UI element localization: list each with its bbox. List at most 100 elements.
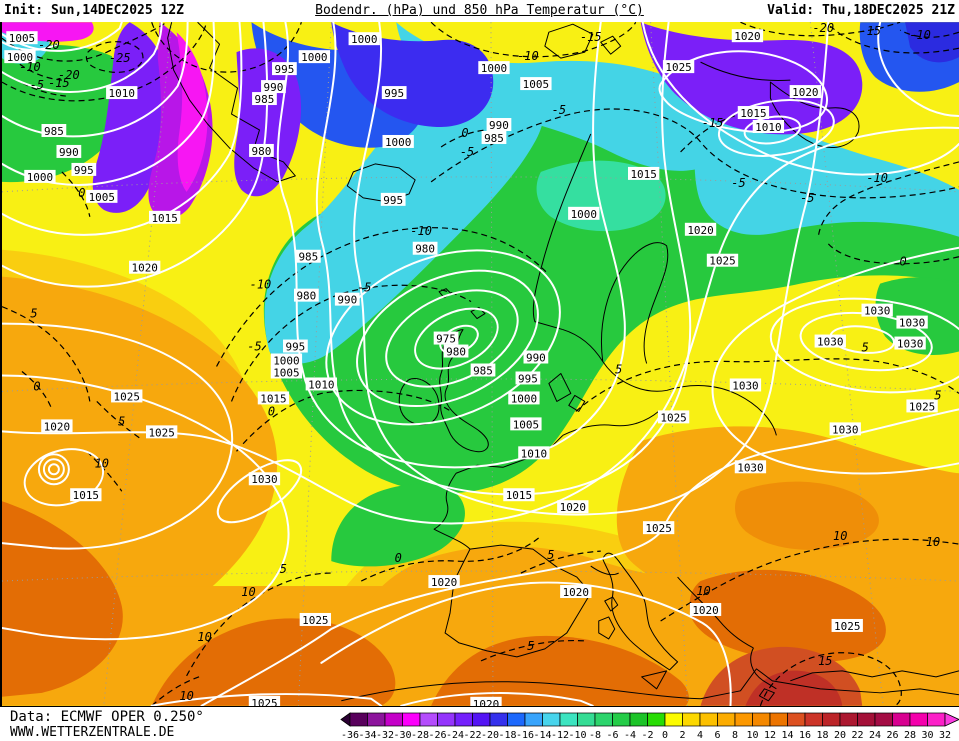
pressure-label: 1020 [44, 420, 70, 433]
colorbar-segment [385, 713, 403, 726]
colorbar-segment [613, 713, 631, 726]
temp-contour-label: -10 [866, 171, 888, 185]
pressure-label: 1030 [897, 338, 923, 351]
colorbar-segment [648, 713, 666, 726]
temp-contour-label: -15 [702, 116, 724, 130]
pressure-label: 1005 [513, 418, 539, 431]
temp-contour-label: -20 [38, 38, 60, 52]
colorbar-tick-label: 20 [834, 730, 846, 741]
pressure-label: 995 [518, 372, 538, 385]
colorbar-segment [753, 713, 771, 726]
pressure-label: 990 [59, 146, 79, 159]
pressure-label: 1030 [832, 423, 858, 436]
colorbar-tick-label: -10 [568, 730, 586, 741]
colorbar-tick-label: -34 [358, 730, 376, 741]
pressure-label: 1020 [692, 604, 718, 617]
pressure-label: 1030 [864, 305, 890, 318]
temp-contour-label: 0 [900, 255, 907, 269]
pressure-label: 1000 [481, 62, 507, 75]
pressure-label: 1030 [251, 473, 277, 486]
colorbar-tick-label: -30 [393, 730, 411, 741]
colorbar-tick-label: 18 [816, 730, 828, 741]
temp-contour-label: 5 [30, 307, 37, 321]
colorbar-tick-label: -24 [446, 730, 464, 741]
colorbar-segment [665, 713, 683, 726]
pressure-label: 990 [337, 294, 357, 307]
colorbar-segment [368, 713, 386, 726]
temp-contour-label: 10 [95, 456, 109, 470]
colorbar-segment [840, 713, 858, 726]
temp-contour-label: -5 [30, 78, 44, 92]
pressure-label: 1000 [571, 208, 597, 221]
colorbar-tick-label: 32 [939, 730, 951, 741]
colorbar-tick-label: -6 [606, 730, 618, 741]
colorbar-tick-label: 16 [799, 730, 811, 741]
pressure-label: 980 [296, 290, 316, 303]
colorbar-right-arrow [945, 713, 959, 726]
pressure-label: 1025 [148, 426, 174, 439]
colorbar-tick-label: -2 [641, 730, 653, 741]
pressure-label: 1020 [560, 501, 586, 514]
colorbar-segment [788, 713, 806, 726]
colorbar-tick-label: 2 [679, 730, 685, 741]
pressure-label: 1000 [301, 51, 327, 64]
pressure-label: 1000 [511, 392, 537, 405]
colorbar-left-arrow [341, 713, 350, 726]
colorbar-tick-label: -18 [498, 730, 516, 741]
colorbar-segment [630, 713, 648, 726]
colorbar-segment [910, 713, 928, 726]
pressure-label: 980 [446, 346, 466, 359]
pressure-label: 995 [275, 63, 295, 76]
valid-time-label: Valid: Thu,18DEC2025 21Z [767, 3, 955, 18]
colorbar-tick-label: 24 [869, 730, 881, 741]
pressure-label: 1030 [732, 379, 758, 392]
pressure-label: 995 [384, 87, 404, 100]
pressure-label: 1010 [521, 447, 547, 460]
colorbar-segment [403, 713, 421, 726]
colorbar-segment [893, 713, 911, 726]
pressure-label: 1025 [665, 61, 691, 74]
temp-contour-label: -15 [580, 30, 602, 44]
colorbar-segment [473, 713, 491, 726]
pressure-label: 990 [526, 352, 546, 365]
colorbar-tick-label: -36 [341, 730, 359, 741]
pressure-label: 1020 [792, 86, 818, 99]
init-time-label: Init: Sun,14DEC2025 12Z [4, 3, 184, 18]
colorbar-segment [560, 713, 578, 726]
pressure-label: 990 [489, 119, 509, 132]
colorbar-segment [420, 713, 438, 726]
colorbar-segment [700, 713, 718, 726]
temp-contour-label: -5 [357, 281, 371, 295]
pressure-label: 1005 [9, 32, 35, 45]
temp-contour-label: 10 [179, 689, 193, 703]
colorbar-segment [875, 713, 893, 726]
temp-contour-label: 10 [197, 630, 211, 644]
colorbar-tick-label: -32 [376, 730, 394, 741]
colorbar-tick-label: -12 [551, 730, 569, 741]
chart-title: Bodendr. (hPa) und 850 hPa Temperatur (°… [315, 3, 644, 18]
pressure-label: 1020 [734, 30, 760, 43]
pressure-label: 1030 [817, 336, 843, 349]
temp-contour-label: 0 [461, 126, 468, 140]
colorbar-segment [823, 713, 841, 726]
colorbar-tick-label: -28 [411, 730, 429, 741]
pressure-label: 985 [255, 93, 275, 106]
colorbar-tick-label: -4 [624, 730, 636, 741]
pressure-label: 1015 [630, 168, 656, 181]
temp-contour-label: 0 [268, 404, 275, 418]
pressure-label: 995 [74, 164, 94, 177]
temp-contour-label: 5 [280, 562, 287, 576]
colorbar-tick-label: 22 [851, 730, 863, 741]
temp-contour-label: -5 [731, 176, 745, 190]
colorbar-segment [805, 713, 823, 726]
colorbar-tick-label: 30 [921, 730, 933, 741]
temp-contour-label: 5 [547, 548, 554, 562]
temp-contour-label: -10 [410, 224, 432, 238]
pressure-label: 1025 [251, 697, 277, 706]
data-source-label: Data: ECMWF OPER 0.250° [10, 709, 204, 725]
temp-contour-label: 0 [33, 379, 40, 393]
colorbar-segment [735, 713, 753, 726]
pressure-label: 1015 [506, 489, 532, 502]
temp-contour-label: -5 [247, 340, 261, 354]
colorbar-tick-label: 26 [886, 730, 898, 741]
